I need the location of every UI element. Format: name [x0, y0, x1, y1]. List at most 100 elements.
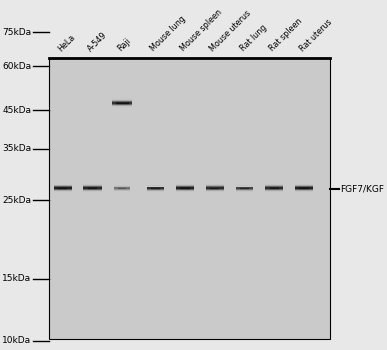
Text: 60kDa: 60kDa [2, 62, 31, 71]
Bar [114, 191, 130, 192]
Bar [295, 182, 313, 183]
Bar [53, 188, 72, 189]
Bar [112, 100, 132, 101]
Bar [265, 187, 283, 188]
Bar [176, 185, 194, 186]
Bar [58, 188, 67, 189]
Bar [236, 185, 253, 186]
Bar [176, 189, 194, 190]
Bar [114, 186, 130, 187]
Bar [295, 191, 313, 192]
Bar [265, 189, 283, 190]
Bar [147, 190, 164, 191]
Bar [180, 188, 190, 189]
Bar [147, 187, 164, 188]
Bar [180, 186, 190, 187]
Bar [53, 193, 72, 194]
Bar [236, 184, 253, 185]
Bar [180, 189, 190, 190]
Bar [83, 185, 101, 186]
Text: Mouse uterus: Mouse uterus [208, 8, 253, 53]
Bar [58, 189, 67, 190]
Bar [176, 190, 194, 191]
Text: Mouse spleen: Mouse spleen [179, 8, 224, 53]
Bar [295, 186, 313, 187]
Bar [147, 183, 164, 184]
Bar [147, 189, 164, 190]
Bar [206, 191, 224, 192]
Bar [147, 191, 164, 193]
Text: 25kDa: 25kDa [2, 196, 31, 205]
Bar [265, 184, 283, 185]
Bar [176, 184, 194, 185]
Bar [295, 189, 313, 190]
Bar [206, 187, 224, 188]
Bar [114, 189, 130, 190]
Bar [270, 190, 279, 191]
Bar [206, 182, 224, 183]
Bar [53, 191, 72, 192]
Bar [236, 189, 253, 190]
Bar [180, 190, 190, 191]
Bar [58, 186, 67, 187]
Bar [112, 101, 132, 102]
Bar [265, 191, 283, 192]
Bar [116, 100, 129, 101]
Bar [206, 192, 224, 193]
Bar [270, 189, 279, 190]
Bar [58, 190, 67, 191]
Bar [83, 184, 101, 185]
Bar [83, 190, 101, 191]
Bar [206, 188, 224, 189]
Bar [83, 182, 101, 183]
Bar [53, 187, 72, 188]
Bar [300, 189, 308, 190]
Bar [83, 188, 101, 189]
Bar [58, 187, 67, 188]
Bar [265, 190, 283, 191]
Bar [112, 107, 132, 108]
Bar [83, 189, 101, 190]
Bar [147, 186, 164, 187]
Text: FGF7/KGF: FGF7/KGF [341, 184, 384, 193]
Bar [112, 102, 132, 103]
Bar [206, 183, 224, 184]
Bar [211, 190, 219, 191]
Bar [265, 188, 283, 189]
Bar [83, 183, 101, 184]
Bar [88, 186, 97, 187]
Bar [114, 188, 130, 189]
Bar [176, 182, 194, 183]
Bar [270, 186, 279, 187]
Bar [83, 191, 101, 192]
Bar [236, 187, 253, 188]
Bar [236, 183, 253, 184]
Bar [236, 190, 253, 191]
Bar [112, 105, 132, 106]
Bar [206, 184, 224, 185]
Text: Rat uterus: Rat uterus [298, 17, 334, 53]
Bar [206, 185, 224, 186]
Bar [112, 103, 132, 104]
Bar [295, 188, 313, 189]
Bar [295, 183, 313, 184]
Bar [53, 183, 72, 184]
Bar [265, 186, 283, 187]
Bar [116, 103, 129, 104]
Bar [211, 188, 219, 189]
Bar [295, 187, 313, 188]
Text: 45kDa: 45kDa [2, 106, 31, 115]
Bar [265, 192, 283, 193]
Bar [206, 186, 224, 187]
Bar [114, 184, 130, 185]
Text: 10kDa: 10kDa [2, 336, 31, 345]
Text: Mouse lung: Mouse lung [149, 14, 188, 53]
Bar [211, 187, 219, 188]
Bar [88, 190, 97, 191]
Bar [176, 193, 194, 194]
Bar [176, 188, 194, 189]
Bar [83, 186, 101, 187]
Bar [300, 188, 308, 189]
Bar [295, 193, 313, 194]
Bar [300, 186, 308, 187]
